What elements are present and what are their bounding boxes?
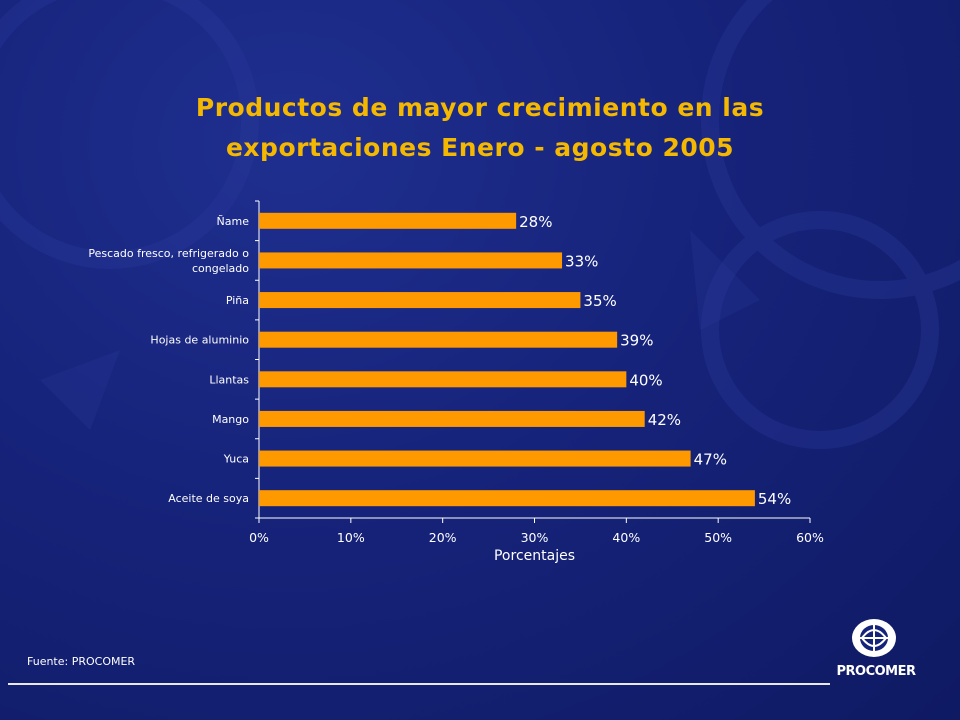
footer-divider (8, 683, 830, 685)
logo-wordmark: PROCOMER (836, 664, 916, 679)
data-label: 28% (519, 213, 552, 231)
data-label: 42% (648, 411, 681, 429)
x-tick-label: 30% (521, 530, 549, 545)
chart-title: Productos de mayor crecimiento en las ex… (0, 88, 960, 168)
data-label: 39% (620, 332, 653, 350)
title-line-1: Productos de mayor crecimiento en las (195, 93, 765, 122)
category-label: Mango (212, 413, 249, 426)
bar (259, 292, 581, 309)
procomer-logo-icon (852, 619, 896, 657)
bar (259, 490, 755, 507)
category-label: Pescado fresco, refrigerado o (88, 247, 249, 260)
x-tick-label: 0% (249, 530, 269, 545)
category-label: Hojas de aluminio (150, 334, 249, 347)
source-note: Fuente: PROCOMER (27, 655, 136, 668)
x-axis-title: Porcentajes (494, 548, 575, 564)
x-tick-label: 40% (612, 530, 640, 545)
data-label: 40% (629, 371, 662, 389)
data-label: 35% (583, 292, 616, 310)
bar (259, 252, 563, 269)
x-tick-label: 20% (429, 530, 457, 545)
bar (259, 450, 691, 467)
bar (259, 331, 618, 348)
data-label: 54% (758, 490, 791, 508)
x-tick-label: 60% (796, 530, 824, 545)
category-label: Llantas (209, 373, 249, 386)
category-label: Aceite de soya (168, 492, 249, 505)
bar (259, 410, 645, 427)
data-label: 33% (565, 252, 598, 270)
category-label: Ñame (217, 215, 250, 228)
category-label: congelado (192, 262, 249, 275)
title-line-2: exportaciones Enero - agosto 2005 (225, 133, 735, 162)
bar (259, 371, 627, 388)
category-label: Piña (226, 294, 249, 307)
category-label: Yuca (223, 453, 249, 466)
bar (259, 212, 517, 229)
x-tick-label: 50% (704, 530, 732, 545)
x-tick-label: 10% (337, 530, 365, 545)
data-label: 47% (694, 451, 727, 469)
